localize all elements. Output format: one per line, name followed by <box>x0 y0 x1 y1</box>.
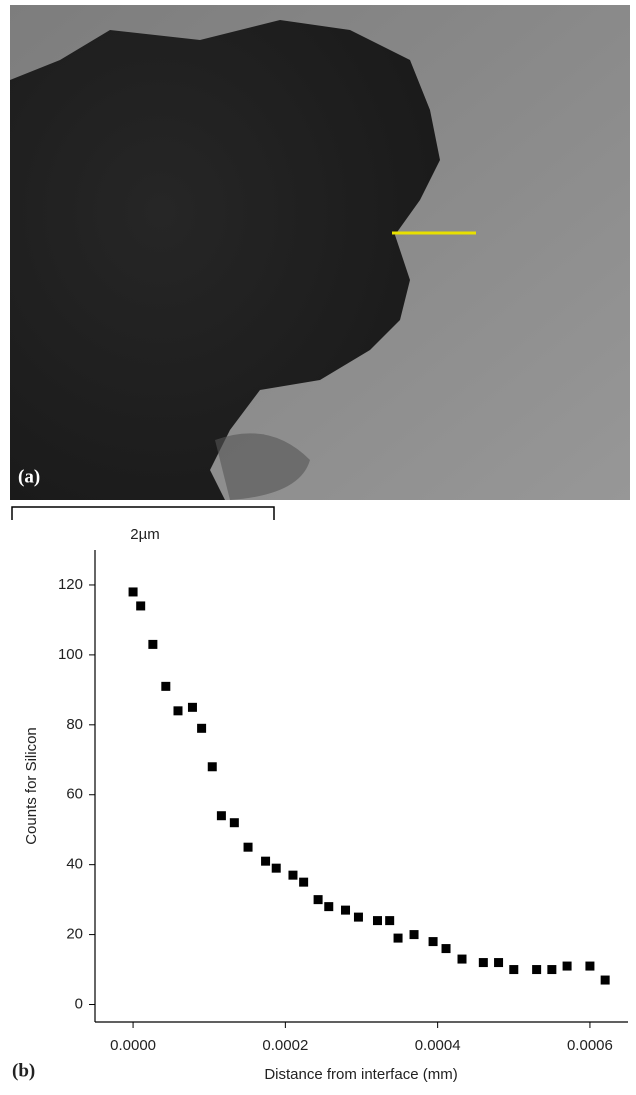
data-point <box>393 933 403 943</box>
y-tick-label: 20 <box>66 926 83 943</box>
data-point <box>243 842 253 852</box>
y-tick-label: 80 <box>66 716 83 733</box>
data-point <box>229 818 239 828</box>
data-point <box>562 961 572 971</box>
y-tick-label: 40 <box>66 856 83 873</box>
y-tick-label: 60 <box>66 786 83 803</box>
data-point <box>585 961 595 971</box>
data-point <box>353 912 363 922</box>
plot-area: 0 20 40 60 80 100 120 0.0000 0.0002 0.0004 0.0006 <box>58 550 628 1054</box>
data-point <box>136 601 146 611</box>
data-point <box>197 723 207 733</box>
y-tick-label: 100 <box>58 646 83 663</box>
panel-label: (b) <box>12 1060 35 1081</box>
data-point <box>288 870 298 880</box>
scale-bar-label: 2µm <box>130 526 159 543</box>
data-point <box>261 856 271 866</box>
data-point <box>271 863 281 873</box>
data-point <box>173 706 183 716</box>
data-point <box>478 958 488 968</box>
sem-image: (a) <box>10 5 630 500</box>
data-point <box>216 811 226 821</box>
data-point <box>532 965 542 975</box>
data-point <box>372 916 382 926</box>
data-point <box>547 965 557 975</box>
data-point <box>148 639 158 649</box>
data-point <box>600 975 610 985</box>
shadow-region <box>215 433 310 500</box>
data-point <box>494 958 504 968</box>
data-point <box>313 895 323 905</box>
data-point <box>187 702 197 712</box>
x-tick-label: 0.0002 <box>262 1037 308 1054</box>
dark-region <box>10 20 440 500</box>
scale-bar-line <box>11 506 275 520</box>
scale-bar: 2µm <box>11 506 275 543</box>
data-point <box>509 965 519 975</box>
y-tick-label: 120 <box>58 576 83 593</box>
data-point <box>457 954 467 964</box>
data-point <box>428 937 438 947</box>
data-point <box>441 944 451 954</box>
x-tick-label: 0.0000 <box>110 1037 156 1054</box>
x-tick-label: 0.0006 <box>567 1037 613 1054</box>
y-tick-label: 0 <box>75 995 83 1012</box>
x-tick-label: 0.0004 <box>415 1037 461 1054</box>
data-point <box>341 905 351 915</box>
data-point <box>207 762 217 772</box>
data-point <box>409 930 419 940</box>
panel-label: (a) <box>18 466 40 487</box>
data-point <box>161 681 171 691</box>
data-point <box>324 902 334 912</box>
x-axis-label: Distance from interface (mm) <box>264 1066 457 1083</box>
data-point <box>385 916 395 926</box>
y-axis-label: Counts for Silicon <box>23 727 40 845</box>
data-point <box>128 587 138 597</box>
data-point <box>299 877 309 887</box>
